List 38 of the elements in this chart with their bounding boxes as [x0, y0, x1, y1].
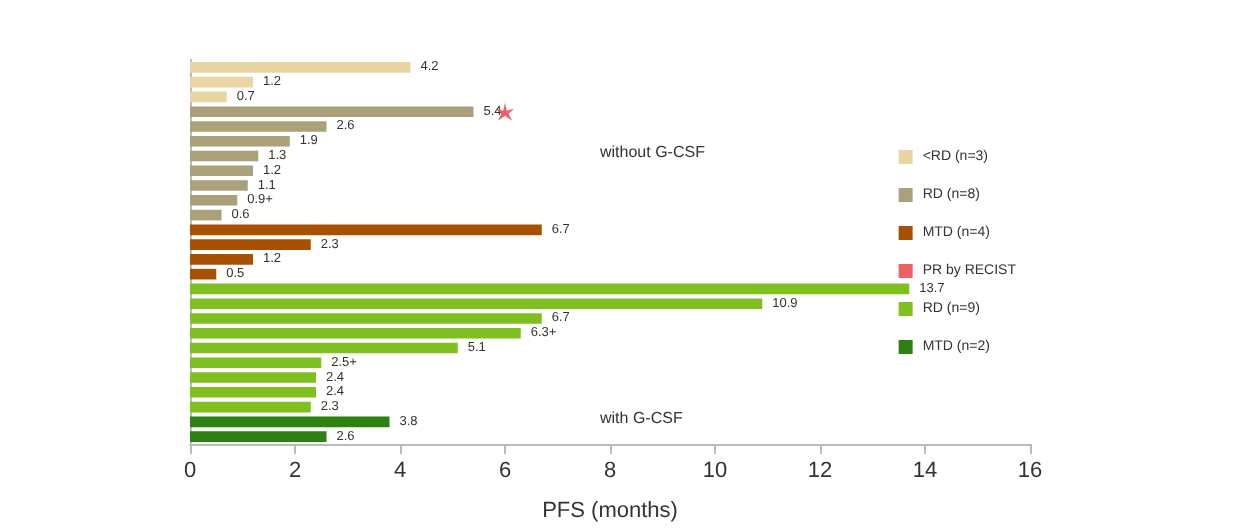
- x-tick-label: 4: [393, 459, 407, 483]
- bar: [190, 209, 222, 221]
- bar: [190, 150, 259, 162]
- x-tick-label: 16: [1017, 459, 1043, 483]
- bar: [190, 431, 327, 442]
- bar: [190, 313, 542, 324]
- bar: [190, 239, 311, 250]
- bar: [190, 76, 253, 88]
- bar: [190, 372, 316, 383]
- x-tick-label: 2: [288, 459, 302, 483]
- bar: [190, 165, 253, 177]
- bar: [190, 416, 390, 428]
- x-tick-label: 8: [603, 459, 617, 483]
- bar: [190, 386, 316, 398]
- bar: [190, 283, 910, 295]
- bar: [190, 357, 322, 369]
- x-tick-label: 6: [498, 459, 512, 483]
- annotation: with G-CSF: [598, 409, 683, 427]
- x-axis-title: PFS (months): [542, 499, 678, 523]
- bar: [190, 121, 327, 132]
- bar: [190, 91, 227, 103]
- bar: [190, 298, 763, 310]
- bar: [190, 268, 217, 280]
- x-tick-label: 14: [912, 459, 938, 483]
- bar: [190, 194, 238, 206]
- x-tick-label: 12: [807, 459, 833, 483]
- bar: [190, 62, 411, 73]
- bar: [190, 135, 290, 147]
- annotation: without G-CSF: [598, 143, 706, 161]
- x-tick-label: 10: [702, 459, 728, 483]
- x-tick-label: 0: [183, 459, 197, 483]
- bar: [190, 327, 521, 339]
- bar: [190, 106, 474, 118]
- bar: [190, 254, 253, 265]
- bar: [190, 224, 542, 236]
- bar: [190, 342, 458, 354]
- bar: [190, 180, 248, 191]
- bar: [190, 401, 311, 413]
